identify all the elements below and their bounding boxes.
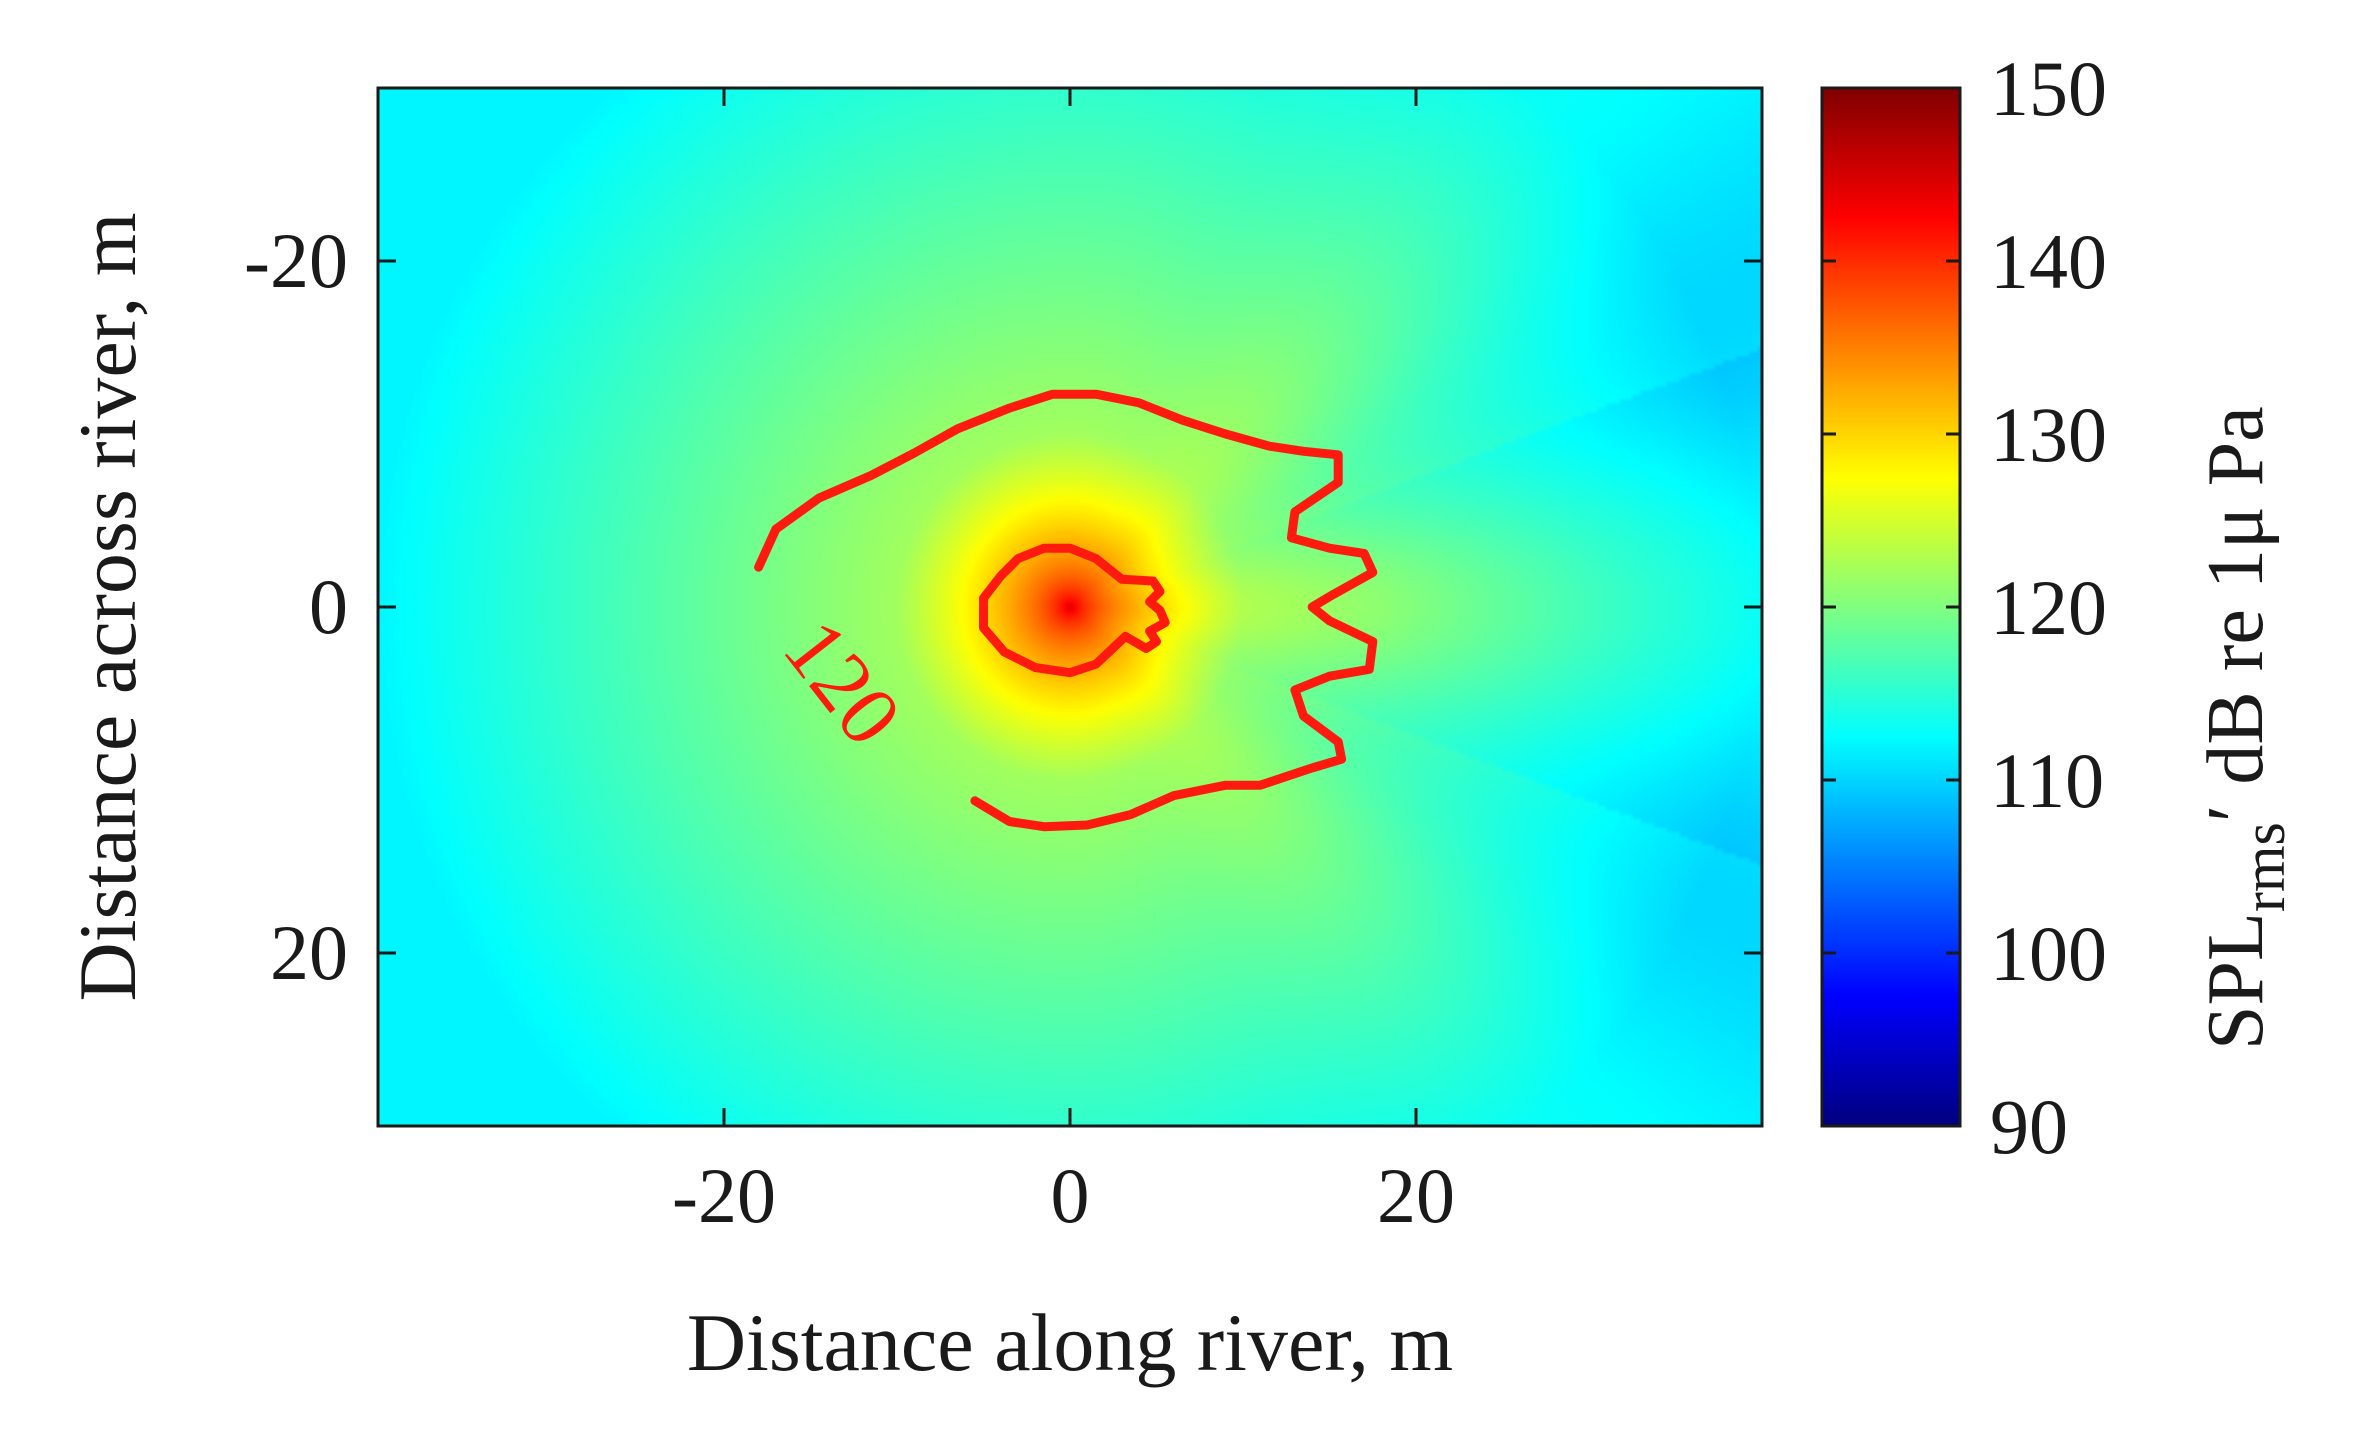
colorbar-label-main: SPL xyxy=(2192,912,2280,1050)
x-tick-label: 0 xyxy=(1051,1152,1090,1239)
colorbar-tick-label: 100 xyxy=(1990,910,2107,997)
colorbar-tick-label: 150 xyxy=(1990,45,2107,132)
x-tick-label: 20 xyxy=(1377,1152,1455,1239)
colorbar-tick-label: 120 xyxy=(1990,564,2107,651)
colorbar-ticks xyxy=(1822,86,1960,1128)
colorbar-label-subscript: rms xyxy=(2231,822,2297,912)
colorbar-tick-label: 90 xyxy=(1990,1083,2068,1170)
colorbar-tick-label: 140 xyxy=(1990,218,2107,305)
colorbar-label: SPLrms′ dB re 1μ Pa xyxy=(2192,406,2297,1050)
x-axis-label: Distance along river, m xyxy=(687,1297,1453,1388)
y-tick-label: 20 xyxy=(270,909,348,996)
y-tick-label: 0 xyxy=(309,563,348,650)
x-tick-label: -20 xyxy=(672,1152,776,1239)
contour-line-120 xyxy=(754,389,1378,832)
colorbar-label-rest: ′ dB re 1μ Pa xyxy=(2192,406,2280,822)
colorbar-tick-label: 110 xyxy=(1990,737,2104,824)
heatmap-image xyxy=(378,88,1762,1126)
contour-line-140 xyxy=(979,543,1170,678)
heatmap-area xyxy=(378,88,1762,1126)
colorbar-tick-label: 130 xyxy=(1990,391,2107,478)
y-tick-label: -20 xyxy=(244,217,348,304)
contour-layer xyxy=(754,389,1378,832)
tick-marks xyxy=(378,88,1762,1126)
y-axis-label: Distance across river, m xyxy=(62,212,153,1001)
colorbar xyxy=(1820,86,1962,1128)
